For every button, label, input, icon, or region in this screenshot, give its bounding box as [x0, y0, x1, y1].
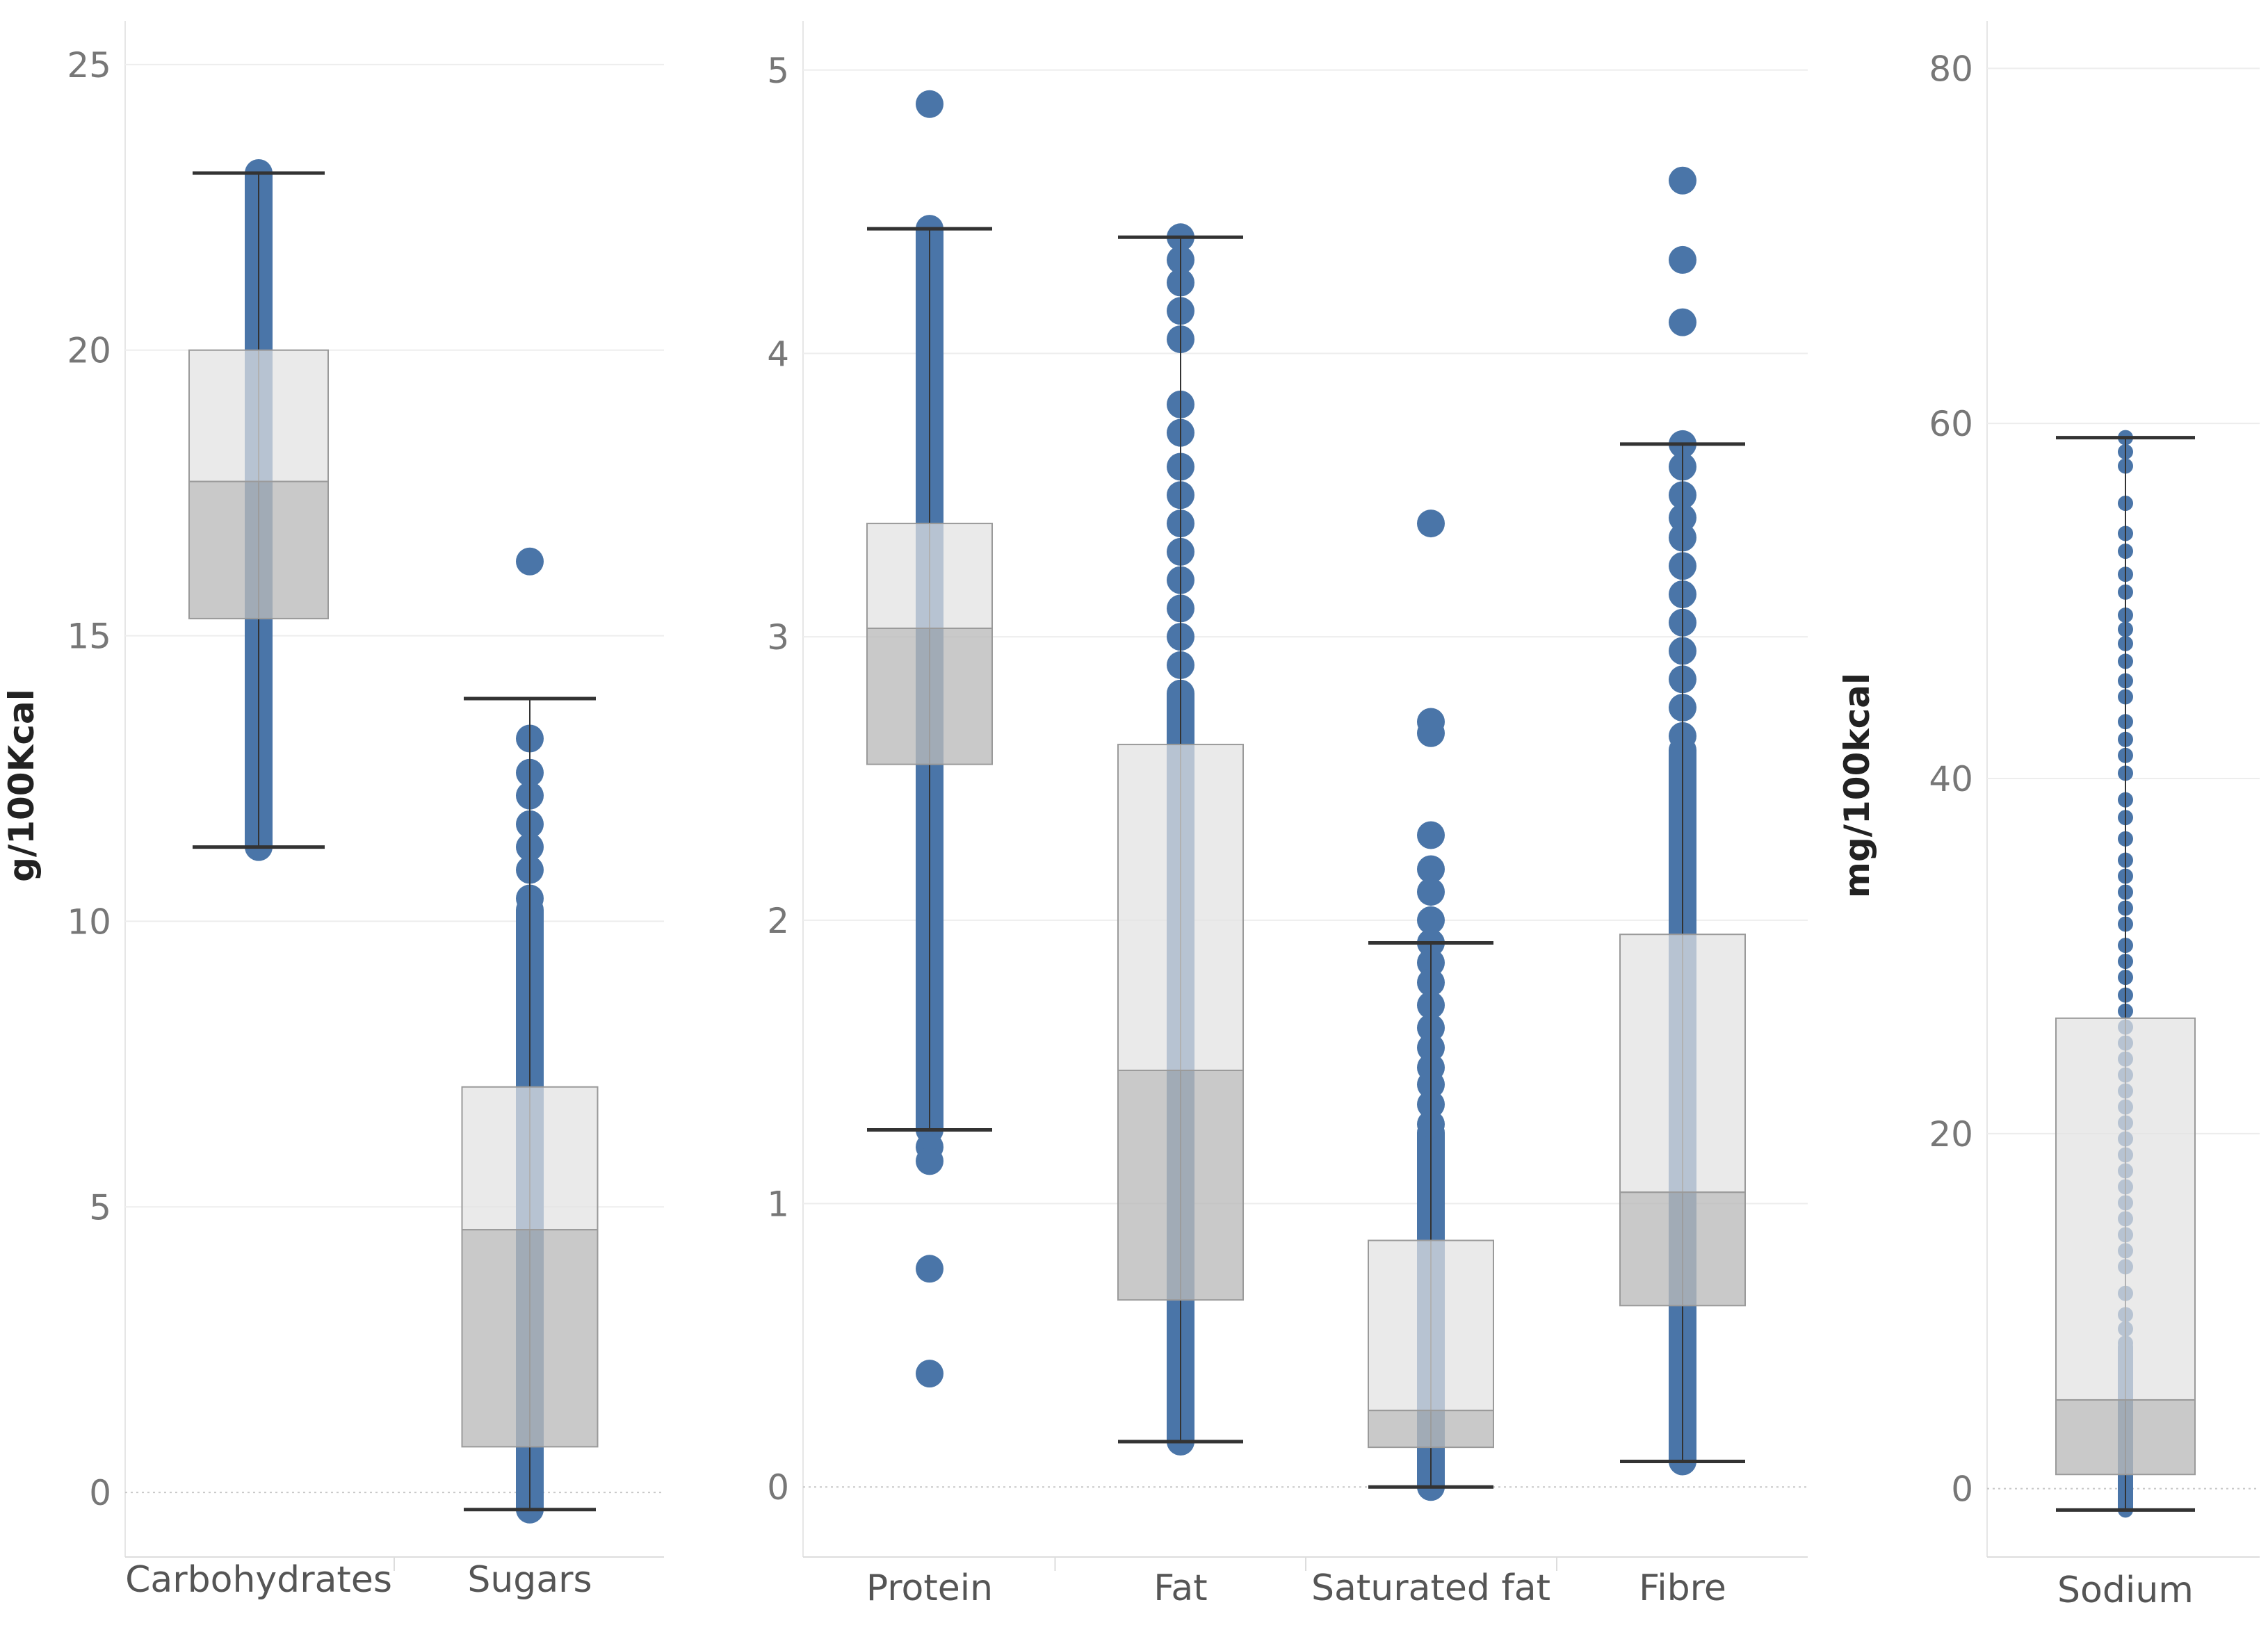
category-sugars: Sugars: [461, 547, 599, 1601]
outlier-point: [1417, 878, 1445, 906]
y-tick-label: 0: [767, 1467, 789, 1508]
category-protein: Protein: [866, 90, 993, 1609]
box-upper-quartile: [1368, 1239, 1494, 1412]
x-category-label: Sugars: [467, 1559, 592, 1601]
outlier-point: [1669, 245, 1696, 274]
box-lower-quartile: [188, 480, 329, 619]
y-tick-label: 20: [67, 331, 111, 371]
x-category-label: Fibre: [1639, 1567, 1726, 1609]
x-category-label: Carbohydrates: [125, 1559, 392, 1601]
x-category-label: Protein: [866, 1567, 993, 1609]
box-upper-quartile: [1117, 744, 1244, 1071]
y-axis-title: g/100Kcal: [1, 689, 42, 882]
y-axis-title: mg/100kcal: [1837, 673, 1877, 898]
panel-2: 0 1 2 3 4 5 Protein Fat Saturated fat Fibre: [767, 21, 1808, 1609]
box-upper-quartile: [2055, 1017, 2196, 1401]
y-tick-label: 10: [67, 902, 111, 942]
category-sodium: Sodium: [2055, 430, 2196, 1611]
outlier-point: [1417, 510, 1445, 538]
category-fat: Fat: [1117, 223, 1244, 1609]
y-tick-label: 25: [67, 45, 111, 85]
box-upper-quartile: [1619, 934, 1746, 1193]
box-upper-quartile: [866, 523, 993, 629]
x-category-label: Sodium: [2057, 1570, 2194, 1611]
box-lower-quartile: [1368, 1410, 1494, 1449]
y-tick-label: 2: [767, 901, 789, 941]
y-tick-label: 4: [767, 334, 789, 374]
y-tick-label: 80: [1929, 49, 1973, 89]
panel-1: 0 5 10 15 20 25 g/100Kcal Carbohydrates Sugars: [1, 21, 664, 1601]
x-category-label: Saturated fat: [1311, 1567, 1550, 1609]
y-tick-label: 15: [67, 617, 111, 657]
outlier-point: [1417, 821, 1445, 849]
box-lower-quartile: [2055, 1399, 2196, 1476]
box-lower-quartile: [461, 1229, 599, 1448]
box-upper-quartile: [461, 1086, 599, 1231]
data-point: [916, 1147, 943, 1175]
outlier-point: [1417, 855, 1445, 883]
outlier-point: [1417, 906, 1445, 934]
box-lower-quartile: [866, 627, 993, 765]
category-saturated-fat: Saturated fat: [1311, 510, 1550, 1609]
y-tick-label: 3: [767, 617, 789, 658]
y-tick-label: 0: [1951, 1469, 1973, 1510]
box-lower-quartile: [1619, 1191, 1746, 1307]
category-fibre: Fibre: [1619, 166, 1746, 1609]
y-tick-label: 40: [1929, 759, 1973, 799]
box-lower-quartile: [1117, 1069, 1244, 1301]
box-upper-quartile: [188, 349, 329, 482]
outlier-point: [916, 1255, 943, 1283]
category-carbohydrates: Carbohydrates: [125, 158, 392, 1601]
outlier-point: [516, 547, 544, 576]
y-tick-label: 0: [89, 1473, 111, 1513]
outlier-point: [1417, 719, 1445, 747]
outlier-point: [916, 1360, 943, 1388]
outlier-point: [916, 90, 943, 118]
y-tick-label: 5: [767, 51, 789, 91]
panel-3: 0 20 40 60 80 mg/100kcal Sodium: [1837, 21, 2260, 1611]
y-tick-label: 60: [1929, 404, 1973, 444]
y-tick-label: 1: [767, 1184, 789, 1225]
outlier-point: [1669, 166, 1696, 195]
outlier-point: [1669, 308, 1696, 336]
x-category-label: Fat: [1153, 1567, 1207, 1609]
y-tick-label: 20: [1929, 1114, 1973, 1155]
y-tick-label: 5: [89, 1187, 111, 1228]
